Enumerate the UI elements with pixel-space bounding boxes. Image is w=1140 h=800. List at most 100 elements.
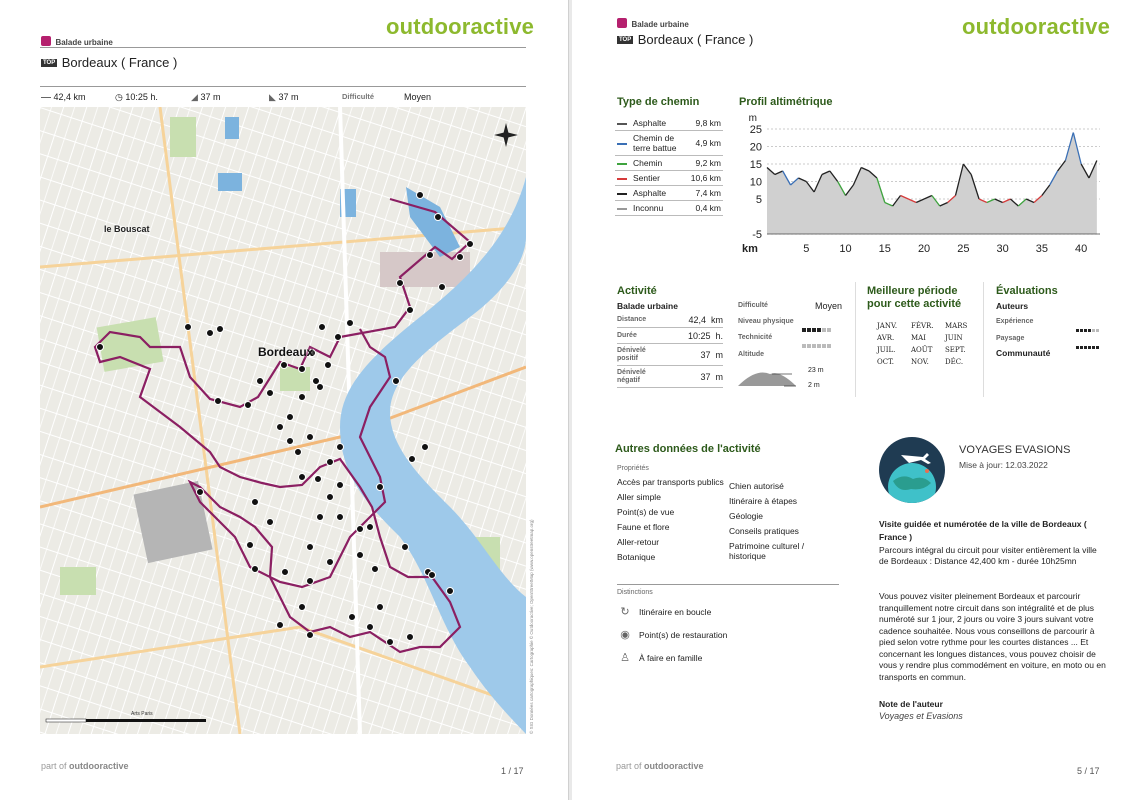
activity-stat-row: Dénivelé positif 37 m — [617, 344, 723, 366]
experience-rating — [1076, 319, 1100, 337]
props-label: Propriétés — [617, 465, 649, 472]
property-item: Patrimoine culturel / historique — [729, 541, 805, 561]
technique-label: Technicité — [738, 334, 773, 341]
map-label-suburb: le Bouscat — [104, 224, 150, 234]
property-item: Géologie — [729, 511, 764, 521]
difficulty-value: Moyen — [404, 92, 432, 102]
ratings-community: Communauté — [996, 348, 1051, 358]
brand-logo-right[interactable]: outdooractive — [962, 14, 1111, 39]
descent-stat: ◣ 37 m — [269, 92, 298, 103]
elevation-segment — [766, 167, 776, 175]
separator-2 — [983, 282, 984, 397]
elevation-segment — [798, 177, 807, 183]
elevation-segment — [1072, 132, 1082, 165]
path-type-swatch — [617, 192, 627, 195]
property-item: Aller-retour — [617, 537, 660, 547]
landscape-rating — [1076, 336, 1100, 354]
ascent-value: 37 m — [200, 92, 221, 102]
category-label-right: Balade urbaine — [631, 20, 689, 29]
footer-brand-right[interactable]: outdooractive — [644, 761, 704, 771]
elevation-segment — [947, 195, 956, 203]
elevation-segment — [923, 194, 933, 200]
activity-type: Balade urbaine — [617, 301, 678, 311]
elevation-segment — [986, 198, 996, 204]
property-item: Chien autorisé — [729, 481, 784, 491]
difficulty-label-right: Difficulté — [738, 302, 768, 309]
left-footer: part of outdooractive — [41, 761, 129, 771]
ratings-title: Évaluations — [996, 285, 1058, 297]
path-type-value: 9,2 km — [688, 155, 723, 171]
description-title: Visite guidée et numérotée de la ville d… — [879, 519, 1087, 542]
path-type-value: 10,6 km — [688, 170, 723, 186]
distinction-item: ◉ Point(s) de restauration — [617, 623, 839, 646]
path-types-title: Type de chemin — [617, 96, 700, 108]
y-axis-label: m — [749, 113, 757, 124]
elevation-segment — [908, 198, 917, 204]
category-label: Balade urbaine — [55, 38, 113, 47]
elevation-segment — [1033, 195, 1043, 203]
author-name[interactable]: VOYAGES EVASIONS — [959, 444, 1071, 456]
elevation-segment — [1002, 198, 1011, 204]
technique-rating — [802, 335, 832, 353]
elevation-segment — [1049, 170, 1059, 186]
difficulty-label: Difficulté — [342, 92, 375, 101]
path-type-name: Asphalte — [631, 185, 689, 201]
activity-stat-value: 42,4 km — [688, 314, 723, 325]
month-cell: MARS — [945, 322, 968, 330]
footer-prefix-right: part of — [616, 761, 642, 771]
family-icon: ♙ — [620, 652, 630, 664]
elevation-segment — [852, 167, 862, 186]
place-title-right: TOP Bordeaux ( France ) — [617, 31, 753, 49]
left-page-number: 1 / 17 — [501, 766, 524, 776]
elevation-segment — [1088, 160, 1098, 179]
author-note-label: Note de l'auteur — [879, 699, 943, 709]
x-axis-label: km — [742, 243, 758, 255]
activity-stat-label: Dénivelé négatif — [617, 368, 646, 384]
brand-logo[interactable]: outdooractive — [386, 14, 535, 39]
elevation-segment — [1080, 163, 1090, 179]
path-type-swatch — [617, 177, 627, 180]
path-type-swatch-cell — [615, 130, 631, 156]
description-1: Parcours intégral du circuit pour visite… — [879, 545, 1097, 566]
month-cell: AVR. — [877, 334, 895, 342]
header-rule — [40, 47, 526, 48]
alt-max: 23 m — [808, 367, 824, 374]
separator-1 — [855, 282, 856, 397]
elevation-segment — [813, 174, 823, 193]
y-tick-label: 20 — [750, 142, 762, 154]
month-cell: JUIL. — [877, 346, 896, 354]
path-types-table: Asphalte 9,8 km Chemin de terre battue 4,9 … — [615, 116, 723, 216]
property-item: Faune et flore — [617, 522, 670, 532]
path-type-swatch-cell — [615, 155, 631, 171]
y-tick-label: 5 — [756, 194, 762, 206]
activity-title: Activité — [617, 285, 657, 297]
x-tick-label: 15 — [879, 243, 891, 255]
right-page-number: 5 / 17 — [1077, 766, 1100, 776]
path-type-row: Sentier 10,6 km — [615, 170, 723, 186]
other-title: Autres données de l'activité — [615, 443, 761, 455]
author-avatar[interactable] — [879, 437, 945, 503]
page-divider — [568, 0, 572, 800]
loop-icon: ↻ — [620, 606, 630, 618]
month-cell: FÉVR. — [911, 322, 934, 330]
elevation-segment — [868, 170, 878, 179]
footer-brand[interactable]: outdooractive — [69, 761, 129, 771]
x-tick-label: 5 — [803, 243, 809, 255]
month-cell: SEPT. — [945, 346, 966, 354]
x-tick-label: 20 — [918, 243, 930, 255]
landscape-label: Paysage — [996, 335, 1025, 342]
elevation-segment — [782, 170, 792, 186]
x-tick-label: 25 — [957, 243, 969, 255]
route-map[interactable]: le Bouscat Bordeaux Arts Paris — [40, 107, 526, 734]
path-type-row: Inconnu 0,4 km — [615, 200, 723, 216]
activity-stat-row: Dénivelé négatif 37 m — [617, 366, 723, 388]
property-item: Aller simple — [617, 492, 661, 502]
descent-icon: ◣ — [269, 92, 276, 102]
top-badge-right: TOP — [617, 35, 634, 44]
elevation-segment — [837, 181, 847, 196]
path-type-value: 7,4 km — [688, 185, 723, 201]
descent-value: 37 m — [278, 92, 299, 102]
period-title: Meilleure période pour cette activité — [867, 285, 962, 310]
y-tick-label: 25 — [750, 124, 762, 136]
elevation-segment — [1010, 198, 1019, 207]
